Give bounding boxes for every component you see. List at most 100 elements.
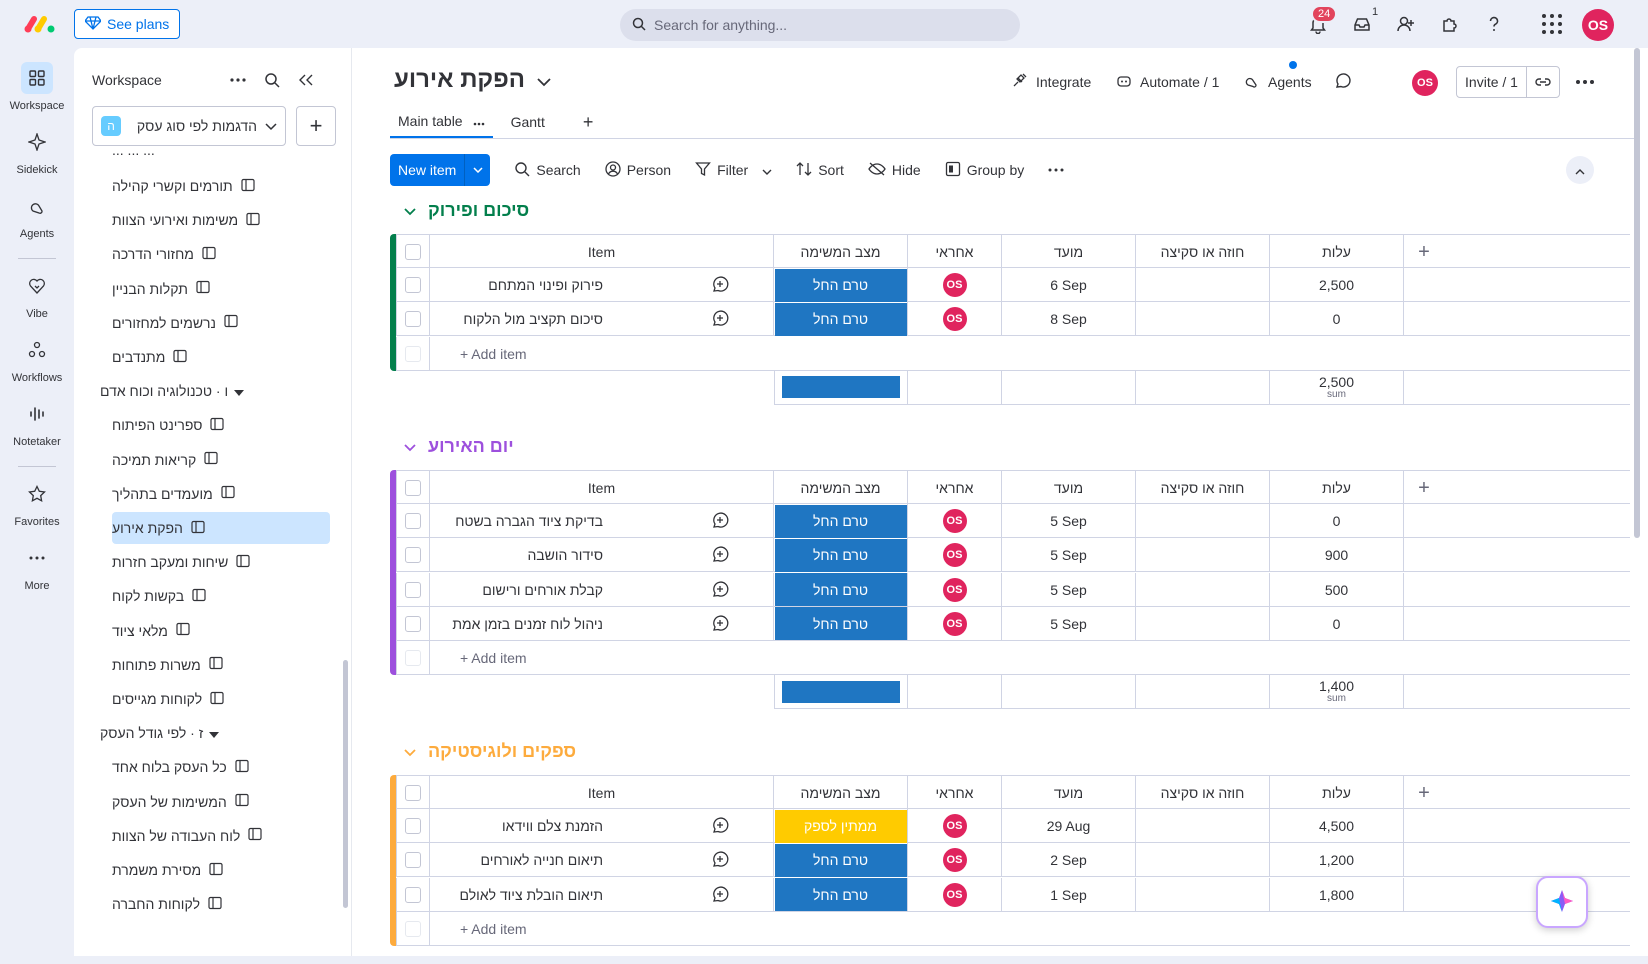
chevron-down-icon[interactable] — [404, 436, 416, 457]
row-checkbox[interactable] — [396, 572, 430, 607]
sidebar-board-item[interactable]: ספרינט הפיתוח — [112, 409, 330, 441]
sidebar-board-item[interactable]: בקשות לקוח — [112, 580, 330, 612]
help-icon[interactable] — [1482, 12, 1506, 36]
sidebar-board-item[interactable]: מלאי ציוד — [112, 615, 330, 647]
status-cell[interactable]: טרם החל — [774, 538, 908, 573]
contract-cell[interactable] — [1136, 504, 1270, 539]
add-update-icon[interactable] — [710, 614, 730, 634]
rail-more[interactable]: More — [0, 542, 74, 592]
see-plans-button[interactable]: See plans — [74, 9, 180, 39]
contract-cell[interactable] — [1136, 606, 1270, 641]
add-update-icon[interactable] — [710, 309, 730, 329]
sort-button[interactable]: Sort — [796, 161, 844, 180]
collapse-header-button[interactable] — [1566, 156, 1594, 184]
sidebar-board-item[interactable]: תקלות הבניין — [112, 273, 330, 305]
column-header-date[interactable]: מועד — [1002, 235, 1136, 269]
column-header-date[interactable]: מועד — [1002, 471, 1136, 505]
column-header-owner[interactable]: אחראי — [908, 235, 1002, 269]
item-cell[interactable]: הזמנת צלם ווידאו — [430, 809, 774, 844]
column-header-status[interactable]: מצב המשימה — [774, 776, 908, 810]
item-cell[interactable]: ניהול לוח זמנים בזמן אמת — [430, 606, 774, 641]
column-header-item[interactable]: Item — [430, 235, 774, 269]
status-cell[interactable]: טרם החל — [774, 504, 908, 539]
search-icon[interactable] — [260, 68, 284, 92]
contract-cell[interactable] — [1136, 572, 1270, 607]
add-item-row[interactable]: + Add item — [396, 336, 1630, 371]
status-cell[interactable]: טרם החל — [774, 843, 908, 878]
group-by-button[interactable]: Group by — [945, 161, 1024, 180]
add-update-icon[interactable] — [710, 275, 730, 295]
add-item-input[interactable]: + Add item — [460, 650, 527, 666]
contract-cell[interactable] — [1136, 302, 1270, 337]
sidebar-board-item[interactable]: לקוחות מגייסים — [112, 683, 330, 715]
status-cell[interactable]: טרם החל — [774, 606, 908, 641]
add-column-button[interactable]: + — [1418, 240, 1430, 263]
sidebar-board-item[interactable]: מסירת משמרת — [112, 854, 330, 886]
row-checkbox[interactable] — [396, 268, 430, 303]
column-header-item[interactable]: Item — [430, 776, 774, 810]
date-cell[interactable]: 5 Sep — [1002, 504, 1136, 539]
cost-cell[interactable]: 0 — [1270, 606, 1404, 641]
contract-cell[interactable] — [1136, 268, 1270, 303]
add-column-button[interactable]: + — [1418, 781, 1430, 804]
main-scrollbar[interactable] — [1634, 48, 1640, 538]
add-item-row[interactable]: + Add item — [396, 641, 1630, 675]
add-view-button[interactable]: + — [582, 111, 594, 132]
rail-favorites[interactable]: Favorites — [0, 478, 74, 528]
rail-vibe[interactable]: Vibe — [0, 270, 74, 320]
sidebar-folder[interactable]: ו · טכנולוגיה וכוח אדם — [100, 375, 330, 407]
status-summary[interactable] — [774, 675, 908, 710]
column-header-contract[interactable]: חוזה או סקיצה — [1136, 776, 1270, 810]
column-header-owner[interactable]: אחראי — [908, 776, 1002, 810]
board-owner-avatar[interactable]: OS — [1412, 70, 1438, 96]
tab-gantt[interactable]: Gantt — [503, 106, 553, 138]
apps-grid-icon[interactable] — [1540, 12, 1564, 36]
more-options-icon[interactable] — [473, 113, 485, 129]
row-checkbox[interactable] — [396, 843, 430, 878]
item-cell[interactable]: קבלת אורחים ורישום — [430, 572, 774, 607]
owner-cell[interactable]: OS — [908, 538, 1002, 573]
date-cell[interactable]: 5 Sep — [1002, 538, 1136, 573]
sidebar-board-item[interactable]: מחזורי הדרכה — [112, 238, 330, 270]
row-checkbox[interactable] — [396, 809, 430, 844]
item-cell[interactable]: סידור הושבה — [430, 538, 774, 573]
sidebar-board-item[interactable]: קריאות תמיכה — [112, 444, 330, 476]
add-item-input[interactable]: + Add item — [460, 920, 527, 937]
sidebar-folder[interactable]: ז · לפי גודל העסק — [100, 717, 330, 749]
group-title[interactable]: ספקים ולוגיסטיקה — [404, 741, 576, 762]
monday-logo[interactable] — [24, 14, 56, 34]
sidebar-board-item[interactable]: לקוחות החברה — [112, 888, 330, 920]
add-update-icon[interactable] — [710, 885, 730, 905]
sidebar-board-item[interactable]: שיחות ומעקב חזרות — [112, 546, 330, 578]
column-header-contract[interactable]: חוזה או סקיצה — [1136, 235, 1270, 269]
group-title[interactable]: סיכום ופירוק — [404, 200, 529, 221]
chevron-down-icon[interactable] — [464, 154, 490, 186]
cost-cell[interactable]: 900 — [1270, 538, 1404, 573]
sidebar-board-item[interactable]: הפקת אירוע — [112, 512, 330, 544]
contract-cell[interactable] — [1136, 843, 1270, 878]
add-column-button[interactable]: + — [1418, 476, 1430, 499]
column-header-cost[interactable]: עלות — [1270, 235, 1404, 269]
cost-cell[interactable]: 1,800 — [1270, 877, 1404, 912]
status-cell[interactable]: טרם החל — [774, 268, 908, 303]
owner-cell[interactable]: OS — [908, 606, 1002, 641]
add-item-input[interactable]: + Add item — [460, 345, 527, 362]
item-cell[interactable]: תיאום הובלת ציוד לאולם — [430, 877, 774, 912]
sidebar-board-item[interactable]: מתנדבים — [112, 341, 330, 373]
contract-cell[interactable] — [1136, 809, 1270, 844]
cost-cell[interactable]: 500 — [1270, 572, 1404, 607]
link-icon[interactable] — [1527, 77, 1559, 87]
add-update-icon[interactable] — [710, 545, 730, 565]
row-checkbox[interactable] — [396, 538, 430, 573]
table-row[interactable]: בדיקת ציוד הגברה בשטח טרם החל OS 5 Sep 0 — [396, 504, 1630, 539]
table-row[interactable]: סידור הושבה טרם החל OS 5 Sep 900 — [396, 538, 1630, 573]
column-header-cost[interactable]: עלות — [1270, 776, 1404, 810]
sidebar-board-item[interactable]: כל העסק בלוח אחד — [112, 751, 330, 783]
puzzle-icon[interactable] — [1438, 12, 1462, 36]
table-row[interactable]: הזמנת צלם ווידאו ממתין לספק OS 29 Aug 4,500 — [396, 809, 1630, 844]
select-all-checkbox[interactable] — [396, 471, 430, 505]
new-item-button[interactable]: New item — [390, 154, 491, 186]
owner-cell[interactable]: OS — [908, 504, 1002, 539]
status-cell[interactable]: טרם החל — [774, 302, 908, 337]
date-cell[interactable]: 6 Sep — [1002, 268, 1136, 303]
